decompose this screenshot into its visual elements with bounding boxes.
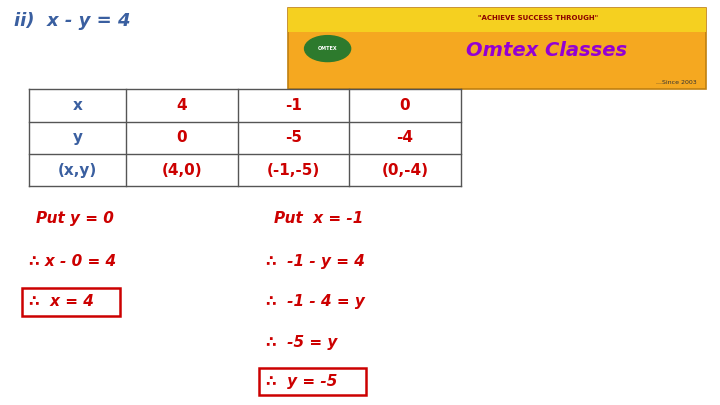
Bar bbox=[22, 288, 120, 315]
Text: 0: 0 bbox=[176, 130, 187, 145]
Text: ∴  x = 4: ∴ x = 4 bbox=[29, 294, 94, 309]
Text: ii)  x - y = 4: ii) x - y = 4 bbox=[14, 12, 131, 30]
Text: Omtex Classes: Omtex Classes bbox=[467, 41, 627, 60]
Text: Put y = 0: Put y = 0 bbox=[36, 211, 114, 226]
Text: ...Since 2003: ...Since 2003 bbox=[656, 80, 697, 85]
Text: ∴  -1 - y = 4: ∴ -1 - y = 4 bbox=[266, 254, 365, 269]
Bar bbox=[288, 8, 706, 32]
Text: ∴  -1 - 4 = y: ∴ -1 - 4 = y bbox=[266, 294, 365, 309]
Text: ∴  y = -5: ∴ y = -5 bbox=[266, 374, 338, 389]
Text: -1: -1 bbox=[285, 98, 302, 113]
Bar bbox=[259, 368, 366, 395]
Text: OMTEX: OMTEX bbox=[318, 46, 338, 51]
Text: (x,y): (x,y) bbox=[58, 162, 97, 178]
Text: "ACHIEVE SUCCESS THROUGH": "ACHIEVE SUCCESS THROUGH" bbox=[479, 15, 598, 21]
Text: -5: -5 bbox=[285, 130, 302, 145]
Text: 0: 0 bbox=[400, 98, 410, 113]
Text: (-1,-5): (-1,-5) bbox=[267, 162, 320, 178]
Text: x: x bbox=[73, 98, 82, 113]
Circle shape bbox=[305, 36, 351, 62]
Text: (4,0): (4,0) bbox=[161, 162, 202, 178]
Text: ∴  -5 = y: ∴ -5 = y bbox=[266, 335, 338, 350]
Text: 4: 4 bbox=[176, 98, 187, 113]
Text: y: y bbox=[73, 130, 82, 145]
Text: (0,-4): (0,-4) bbox=[382, 162, 428, 178]
FancyBboxPatch shape bbox=[288, 8, 706, 89]
Text: ∴ x - 0 = 4: ∴ x - 0 = 4 bbox=[29, 254, 116, 269]
Text: -4: -4 bbox=[397, 130, 413, 145]
Text: Put  x = -1: Put x = -1 bbox=[274, 211, 363, 226]
